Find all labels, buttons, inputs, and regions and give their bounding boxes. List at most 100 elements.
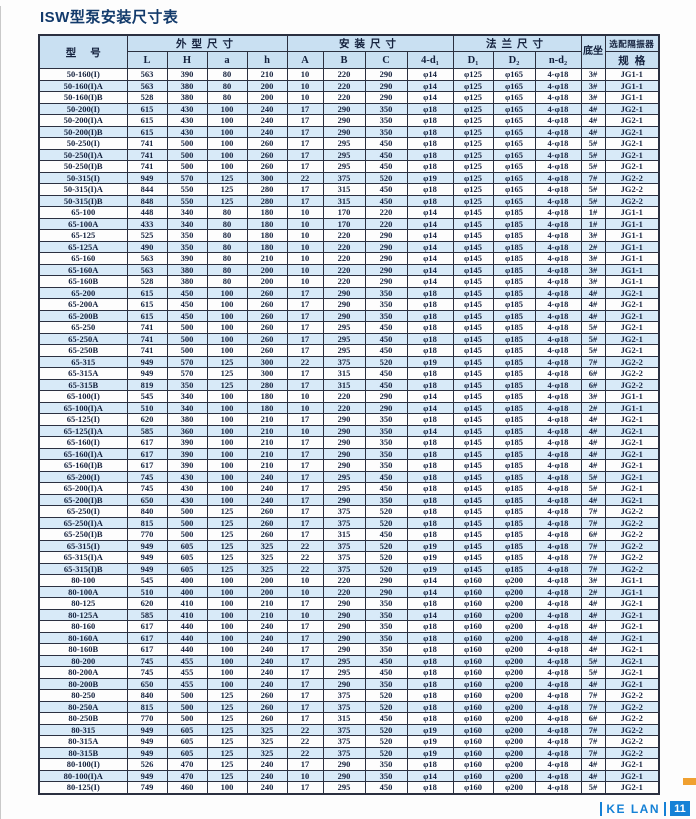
value-cell: 350 [364,643,408,656]
value-cell: 4-φ18 [534,79,582,92]
value-cell: 500 [166,528,208,541]
value-cell: JG2-1 [604,413,660,426]
value-cell: 100 [206,620,248,633]
value-cell: φ18 [406,689,454,702]
value-cell: JG2-1 [604,781,660,794]
value-cell: φ185 [492,413,536,426]
value-cell: φ200 [492,735,536,748]
value-cell: 80 [206,263,248,276]
table-row: 80-200B 650 455 100 240 17 290 350 φ18 φ160 φ200 4-… [38,677,660,690]
model-cell: 65-200A [38,298,128,311]
value-cell: 220 [322,68,366,81]
value-cell: φ18 [406,758,454,771]
value-cell: 4-φ18 [534,344,582,357]
value-cell: JG1-1 [604,217,660,230]
value-cell: 17 [286,102,324,115]
value-cell: 450 [364,344,408,357]
model-cell: 80-200A [38,666,128,679]
value-cell: 125 [206,735,248,748]
value-cell: 4-φ18 [534,125,582,138]
model-cell: 65-100 [38,206,128,219]
value-cell: 520 [364,735,408,748]
value-cell: φ160 [452,597,494,610]
value-cell: JG2-1 [604,344,660,357]
table-row: 50-200(I)A 615 430 100 240 17 290 350 φ18 φ125 φ16… [38,114,660,127]
value-cell: 528 [126,91,168,104]
table-row: 65-160(I)B 617 390 100 210 17 290 350 φ18 φ145 φ18… [38,459,660,472]
value-cell: JG2-1 [604,309,660,322]
table-row: 65-315B 819 350 125 280 17 315 450 φ18 φ145 φ185 4-… [38,378,660,391]
value-cell: 240 [246,677,288,690]
value-cell: 450 [364,470,408,483]
value-cell: φ160 [452,677,494,690]
value-cell: 315 [322,194,366,207]
value-cell: 4-φ18 [534,528,582,541]
value-cell: 1# [580,217,606,230]
value-cell: 350 [166,240,208,253]
value-cell: 17 [286,677,324,690]
value-cell: 125 [206,746,248,759]
header-D1: D₁ [452,51,494,69]
value-cell: 4-φ18 [534,102,582,115]
value-cell: 4# [580,758,606,771]
value-cell: 520 [364,746,408,759]
value-cell: 260 [246,321,288,334]
value-cell: 125 [206,769,248,782]
table-row: 65-200(I) 745 430 100 240 17 295 450 φ18 φ145 φ185… [38,470,660,483]
value-cell: φ18 [406,781,454,794]
value-cell: φ19 [406,735,454,748]
value-cell: φ125 [452,137,494,150]
value-cell: 563 [126,68,168,81]
header-isolator: 选配隔振器 [604,34,660,52]
value-cell: φ145 [452,229,494,242]
value-cell: 200 [246,574,288,587]
value-cell: φ14 [406,68,454,81]
value-cell: 4-φ18 [534,539,582,552]
value-cell: 100 [206,424,248,437]
table-row: 80-250B 770 500 125 260 17 315 450 φ18 φ160 φ200 4-… [38,712,660,725]
value-cell: 440 [166,631,208,644]
value-cell: 17 [286,689,324,702]
value-cell: 4-φ18 [534,677,582,690]
value-cell: φ18 [406,493,454,506]
value-cell: 100 [206,470,248,483]
value-cell: 17 [286,631,324,644]
value-cell: JG2-1 [604,677,660,690]
value-cell: 17 [286,413,324,426]
value-cell: 7# [580,171,606,184]
value-cell: 22 [286,723,324,736]
value-cell: 745 [126,666,168,679]
value-cell: 4-φ18 [534,654,582,667]
value-cell: φ18 [406,643,454,656]
value-cell: 100 [206,436,248,449]
value-cell: 617 [126,631,168,644]
value-cell: 240 [246,470,288,483]
header-L: L [126,51,168,69]
value-cell: 17 [286,286,324,299]
model-cell: 65-100(I)A [38,401,128,414]
value-cell: 125 [206,505,248,518]
value-cell: 4-φ18 [534,585,582,598]
value-cell: φ185 [492,378,536,391]
value-cell: 180 [246,390,288,403]
value-cell: 7# [580,723,606,736]
page-number-badge: 11 [670,801,690,816]
header-model: 型号 [38,34,128,69]
value-cell: φ165 [492,183,536,196]
value-cell: 290 [322,631,366,644]
value-cell: φ18 [406,459,454,472]
value-cell: 22 [286,562,324,575]
value-cell: 260 [246,160,288,173]
value-cell: 290 [364,585,408,598]
value-cell: φ19 [406,746,454,759]
model-cell: 50-315(I)B [38,194,128,207]
value-cell: φ185 [492,229,536,242]
value-cell: 4-φ18 [534,240,582,253]
value-cell: φ125 [452,114,494,127]
value-cell: φ200 [492,643,536,656]
value-cell: 10 [286,401,324,414]
value-cell: 125 [206,194,248,207]
value-cell: φ19 [406,539,454,552]
value-cell: 3# [580,252,606,265]
value-cell: φ18 [406,666,454,679]
